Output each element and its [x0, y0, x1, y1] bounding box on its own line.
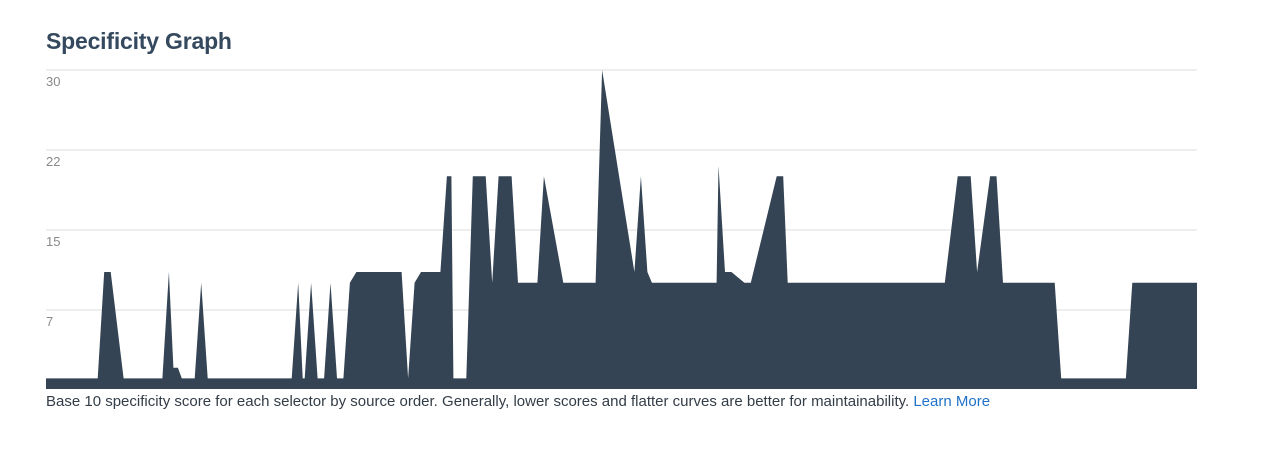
y-tick-label: 7	[46, 314, 53, 329]
y-tick-label: 15	[46, 234, 60, 249]
learn-more-link[interactable]: Learn More	[913, 393, 991, 410]
specificity-area	[46, 70, 1197, 389]
specificity-area-series	[46, 70, 1197, 389]
caption-text: Base 10 specificity score for each selec…	[46, 393, 910, 410]
page-title: Specificity Graph	[46, 28, 232, 54]
y-axis-ticks: 30 22 15 7	[46, 74, 60, 329]
y-tick-label: 22	[46, 154, 60, 169]
chart-caption: Base 10 specificity score for each selec…	[46, 393, 990, 410]
y-tick-label: 30	[46, 74, 60, 89]
